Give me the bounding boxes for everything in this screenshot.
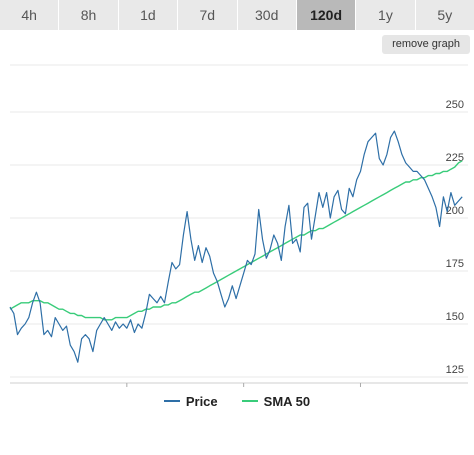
y-tick-label: 175 xyxy=(446,258,464,270)
tab-5y[interactable]: 5y xyxy=(437,7,453,23)
tab-1y[interactable]: 1y xyxy=(356,0,416,30)
tab-30d[interactable]: 30d xyxy=(238,0,297,30)
y-tick-label: 225 xyxy=(446,152,464,164)
legend-swatch xyxy=(163,400,180,402)
tab-7d[interactable]: 7d xyxy=(178,0,238,30)
remove-graph-button[interactable]: remove graph xyxy=(382,35,470,54)
y-tick-label: 200 xyxy=(446,205,464,217)
legend-swatch xyxy=(241,400,258,402)
timeframe-tabs: 4h 8h 1d 7d 30d 120d 1y 5y xyxy=(0,0,474,30)
price-chart: 125150175200225250Jul '25Aug '25Sep '25 xyxy=(9,64,468,387)
chart-legend: Price SMA 50 xyxy=(0,390,474,412)
y-tick-label: 125 xyxy=(446,364,464,376)
tab-120d[interactable]: 120d xyxy=(296,0,357,30)
legend-item-price[interactable]: Price xyxy=(163,390,218,412)
y-tick-label: 150 xyxy=(446,311,464,323)
tab-8h[interactable]: 8h xyxy=(59,0,119,30)
legend-item-sma[interactable]: SMA 50 xyxy=(241,390,311,412)
legend-label: Price xyxy=(185,393,218,409)
legend-label: SMA 50 xyxy=(263,393,311,409)
y-tick-label: 250 xyxy=(446,99,464,111)
price-line xyxy=(9,130,463,363)
tab-1d[interactable]: 1d xyxy=(119,0,179,30)
tab-4h[interactable]: 4h xyxy=(0,0,60,30)
sma-50-line xyxy=(9,160,463,321)
